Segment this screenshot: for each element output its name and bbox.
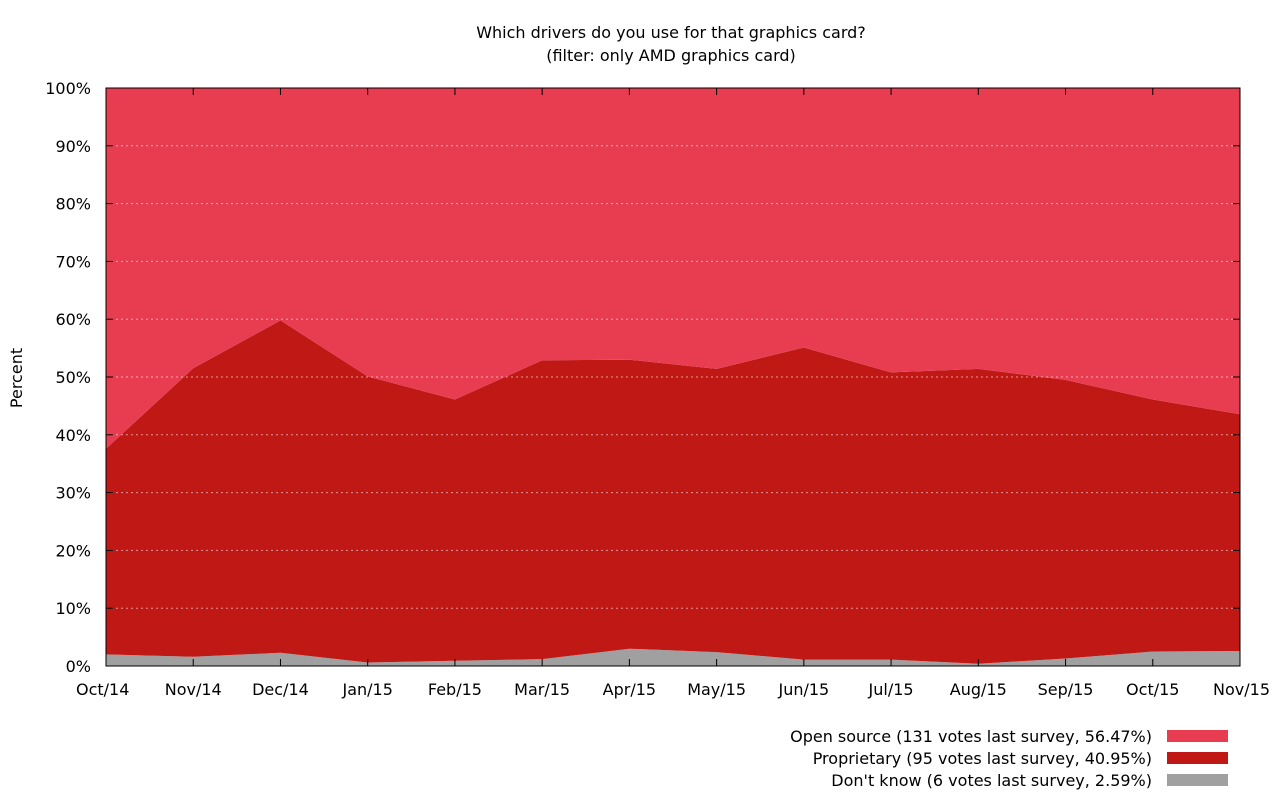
legend-swatch-1 xyxy=(1167,752,1228,764)
y-tick-label-1: 10% xyxy=(55,599,91,618)
x-tick-label-11: Sep/15 xyxy=(1038,680,1094,699)
legend: Open source (131 votes last survey, 56.4… xyxy=(790,727,1228,790)
x-tick-label-0: Oct/14 xyxy=(76,680,129,699)
x-tick-label-13: Nov/15 xyxy=(1213,680,1270,699)
legend-label-2: Don't know (6 votes last survey, 2.59%) xyxy=(831,771,1152,790)
y-tick-label-9: 90% xyxy=(55,137,91,156)
area-series-2 xyxy=(106,87,1240,449)
x-axis-ticks: Oct/14 Nov/14 Dec/14 Jan/15 Feb/15 Mar/15 Apr/… xyxy=(76,88,1270,699)
y-tick-label-2: 20% xyxy=(55,541,91,560)
legend-label-0: Open source (131 votes last survey, 56.4… xyxy=(790,727,1152,746)
x-tick-label-2: Dec/14 xyxy=(252,680,309,699)
legend-label-1: Proprietary (95 votes last survey, 40.95… xyxy=(813,749,1152,768)
x-tick-label-5: Mar/15 xyxy=(514,680,570,699)
x-tick-label-8: Jun/15 xyxy=(777,680,829,699)
y-tick-label-4: 40% xyxy=(55,426,91,445)
grid-lines xyxy=(106,145,1240,609)
area-series-0 xyxy=(106,648,1240,666)
y-tick-label-3: 30% xyxy=(55,484,91,503)
area-series-1 xyxy=(106,320,1240,664)
x-tick-label-3: Jan/15 xyxy=(341,680,392,699)
y-axis-ticks: 0% 10% 20% 30% 40% 50% 60% 70% 80% 90% 100% xyxy=(45,79,1240,676)
legend-swatch-0 xyxy=(1167,730,1228,742)
y-tick-label-0: 0% xyxy=(66,657,91,676)
legend-swatch-2 xyxy=(1167,774,1228,786)
x-tick-label-1: Nov/14 xyxy=(165,680,222,699)
chart-subtitle: (filter: only AMD graphics card) xyxy=(546,46,796,65)
chart-title: Which drivers do you use for that graphi… xyxy=(476,23,866,42)
x-tick-label-10: Aug/15 xyxy=(950,680,1007,699)
y-tick-label-7: 70% xyxy=(55,252,91,271)
y-tick-label-8: 80% xyxy=(55,195,91,214)
x-tick-label-9: Jul/15 xyxy=(868,680,914,699)
x-tick-label-12: Oct/15 xyxy=(1126,680,1179,699)
x-tick-label-7: May/15 xyxy=(687,680,746,699)
x-tick-label-4: Feb/15 xyxy=(428,680,482,699)
y-tick-label-6: 60% xyxy=(55,310,91,329)
y-tick-label-5: 50% xyxy=(55,368,91,387)
x-tick-label-6: Apr/15 xyxy=(603,680,656,699)
y-tick-label-10: 100% xyxy=(45,79,91,98)
y-axis-label: Percent xyxy=(7,348,26,408)
area-layer xyxy=(106,87,1240,666)
